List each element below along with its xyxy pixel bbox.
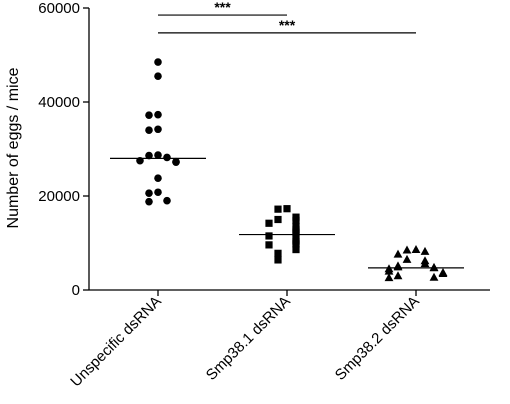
data-point-circle bbox=[154, 174, 162, 182]
data-point-circle bbox=[145, 111, 153, 119]
data-point-circle bbox=[172, 158, 180, 166]
data-point-square bbox=[274, 256, 282, 264]
data-point-circle bbox=[154, 58, 162, 66]
data-points bbox=[136, 58, 448, 282]
y-axis-title: Number of eggs / mice bbox=[5, 67, 22, 228]
data-point-circle bbox=[154, 110, 162, 119]
data-point-triangle bbox=[429, 272, 439, 281]
y-axis: 0 20000 40000 60000 bbox=[38, 0, 90, 299]
data-point-triangle bbox=[384, 273, 394, 282]
data-point-triangle bbox=[420, 259, 430, 268]
x-tick-label: Smp38.2 dsRNA bbox=[332, 293, 423, 384]
significance-label: *** bbox=[279, 17, 296, 33]
data-point-square bbox=[274, 215, 282, 224]
y-tick-label: 20000 bbox=[38, 188, 80, 205]
x-axis: Unspecific dsRNA Smp38.1 dsRNA Smp38.2 dsR… bbox=[67, 289, 490, 390]
data-point-square bbox=[283, 205, 291, 213]
y-tick-label: 40000 bbox=[38, 94, 80, 111]
data-point-square bbox=[265, 241, 273, 249]
data-point-square bbox=[292, 230, 300, 238]
data-point-triangle bbox=[438, 268, 448, 277]
data-point-square bbox=[265, 219, 273, 227]
x-tick-label: Unspecific dsRNA bbox=[67, 293, 164, 390]
data-point-triangle bbox=[411, 244, 421, 253]
significance-brackets: *** *** bbox=[158, 0, 416, 34]
data-point-square bbox=[274, 249, 282, 257]
x-tick-label: Smp38.1 dsRNA bbox=[203, 293, 294, 384]
data-point-circle bbox=[145, 151, 153, 160]
significance-label: *** bbox=[214, 0, 231, 15]
y-tick-label: 60000 bbox=[38, 0, 80, 17]
y-tick-label: 0 bbox=[72, 282, 80, 299]
data-point-circle bbox=[163, 196, 171, 205]
data-point-circle bbox=[154, 72, 162, 80]
data-point-triangle bbox=[393, 271, 403, 280]
data-point-square bbox=[292, 216, 300, 225]
data-point-triangle bbox=[384, 266, 394, 275]
data-point-circle bbox=[145, 189, 153, 197]
data-point-circle bbox=[145, 126, 153, 134]
data-point-square bbox=[292, 240, 300, 248]
data-point-circle bbox=[154, 125, 162, 134]
data-point-circle bbox=[154, 188, 162, 197]
data-point-triangle bbox=[393, 262, 403, 271]
data-point-triangle bbox=[420, 246, 430, 255]
data-point-square bbox=[265, 232, 273, 240]
data-point-circle bbox=[163, 153, 171, 162]
data-point-circle bbox=[145, 197, 153, 206]
data-point-triangle bbox=[402, 245, 412, 254]
data-point-triangle bbox=[393, 249, 403, 258]
data-point-square bbox=[292, 245, 300, 254]
data-point-circle bbox=[154, 151, 162, 159]
data-point-square bbox=[274, 205, 282, 213]
data-point-triangle bbox=[402, 254, 412, 263]
median-lines bbox=[110, 157, 464, 269]
